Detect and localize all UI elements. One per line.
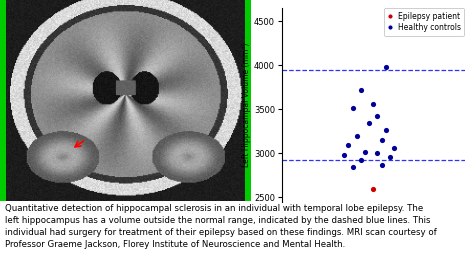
Point xyxy=(382,128,390,133)
Text: Quantitative detection of hippocampal sclerosis in an individual with temporal l: Quantitative detection of hippocampal sc… xyxy=(5,204,437,249)
Point xyxy=(374,114,381,119)
Point xyxy=(365,120,373,125)
Point xyxy=(349,164,356,169)
Point xyxy=(386,155,393,159)
Point xyxy=(378,163,385,167)
Point xyxy=(390,146,398,150)
Legend: Epilepsy patient, Healthy controls: Epilepsy patient, Healthy controls xyxy=(384,8,465,36)
Point xyxy=(369,187,377,192)
Point xyxy=(357,88,365,92)
Point xyxy=(345,142,352,147)
Point xyxy=(353,134,360,138)
Point xyxy=(378,138,385,142)
Y-axis label: Left Hippocampal Volume (mm³): Left Hippocampal Volume (mm³) xyxy=(242,43,251,167)
Point xyxy=(361,149,369,154)
Point xyxy=(374,151,381,155)
Point xyxy=(369,102,377,106)
Point xyxy=(349,106,356,111)
Point xyxy=(340,153,348,157)
Point xyxy=(357,158,365,162)
Point xyxy=(382,65,390,69)
